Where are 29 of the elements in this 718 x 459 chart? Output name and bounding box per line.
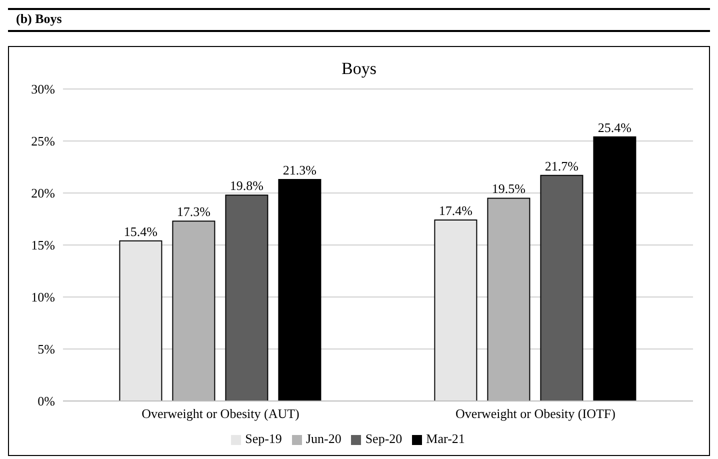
bar xyxy=(593,136,636,401)
data-label: 19.5% xyxy=(492,181,526,196)
bar xyxy=(434,220,478,401)
y-tick-label: 5% xyxy=(38,342,56,357)
data-label: 21.7% xyxy=(544,158,579,174)
data-label: 15.4% xyxy=(124,224,158,239)
x-tick-label: Overweight or Obesity (AUT) xyxy=(142,406,300,422)
bar xyxy=(119,240,162,401)
y-tick-label: 10% xyxy=(31,290,56,305)
y-tick-label: 25% xyxy=(31,134,56,149)
y-tick-label: 30% xyxy=(31,82,56,97)
y-tick-label: 20% xyxy=(31,186,56,201)
legend-label: Mar-21 xyxy=(426,431,465,446)
bar xyxy=(225,194,268,401)
data-label: 25.4% xyxy=(598,120,632,135)
data-label: 17.4% xyxy=(438,203,473,218)
data-label: 21.3% xyxy=(282,162,317,178)
chart-title: Boys xyxy=(340,59,378,80)
y-tick-label: 0% xyxy=(38,394,56,409)
y-tick-label: 15% xyxy=(31,238,56,253)
bar xyxy=(278,178,322,401)
data-label: 19.8% xyxy=(230,178,264,194)
bar xyxy=(540,174,584,401)
legend-label: Sep-19 xyxy=(245,431,282,446)
legend-label: Jun-20 xyxy=(306,431,342,446)
legend-label: Sep-20 xyxy=(365,431,402,446)
text: (b) Boys xyxy=(8,8,710,32)
data-label: 17.3% xyxy=(176,204,211,220)
x-tick-label: Overweight or Obesity (IOTF) xyxy=(456,406,616,422)
